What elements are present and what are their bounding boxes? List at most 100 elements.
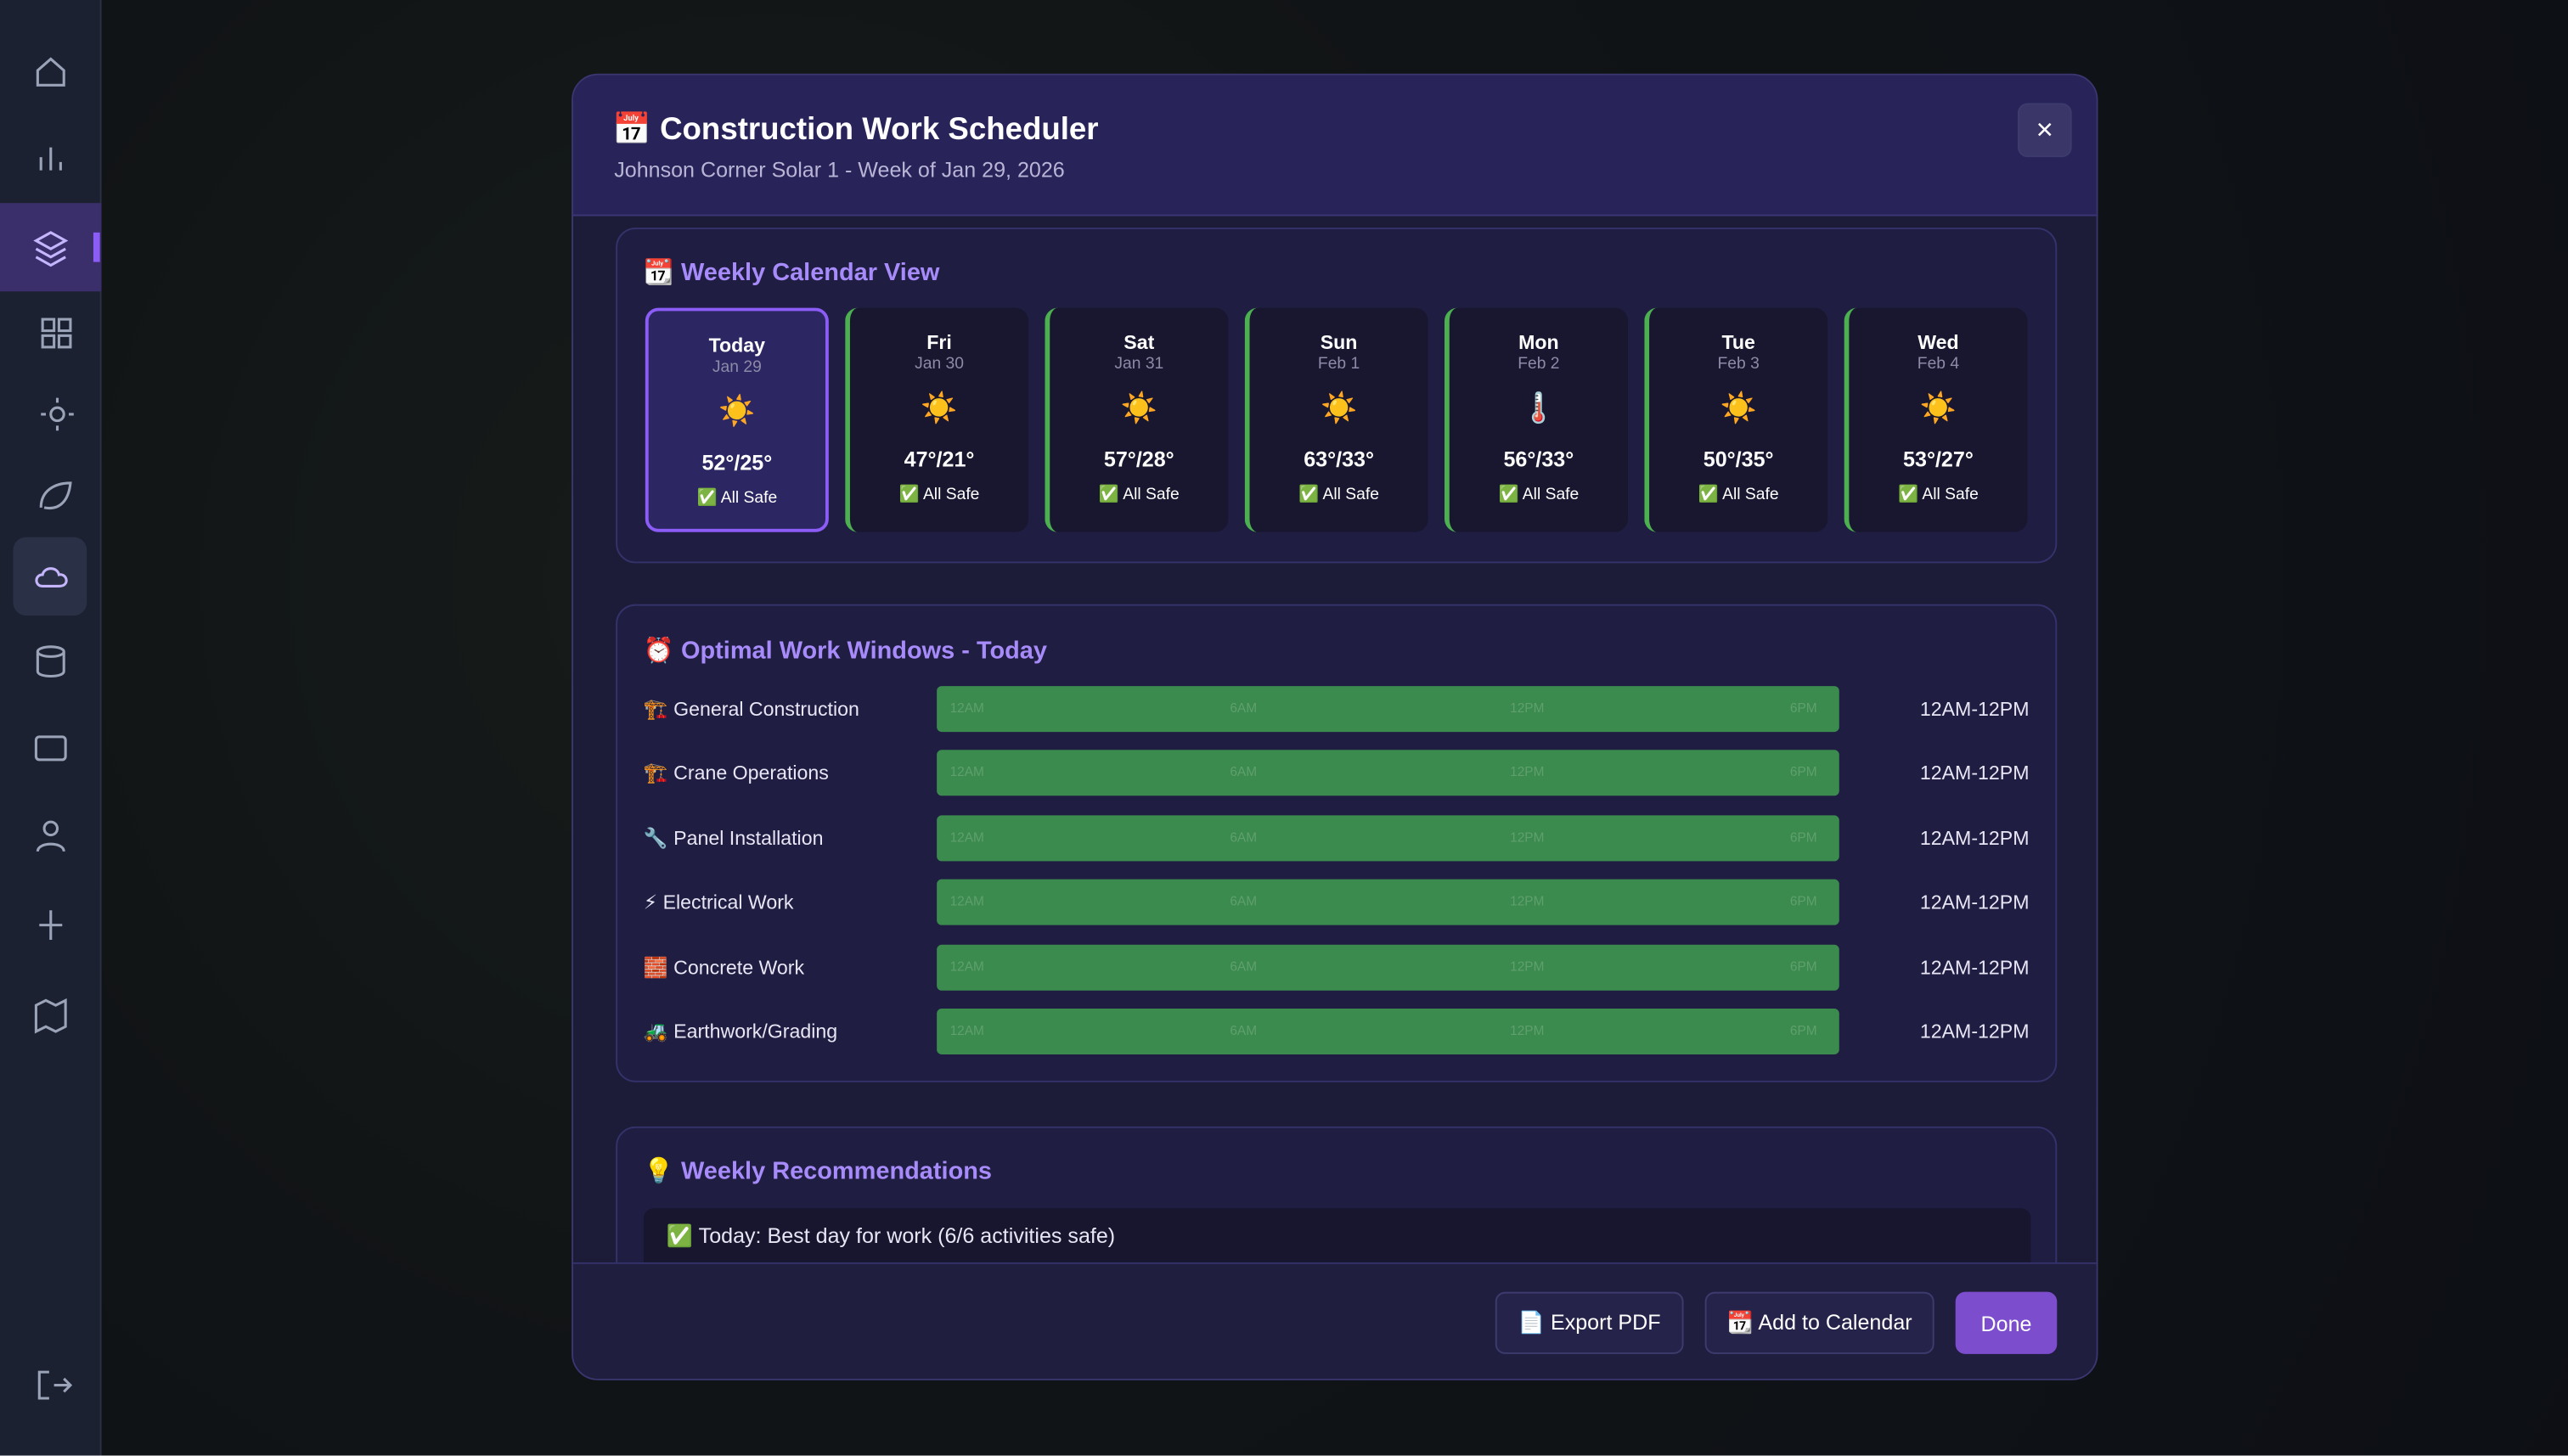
day-name: Wed [1918, 330, 1959, 354]
window-range: 12AM-12PM [1919, 826, 2030, 850]
day-card[interactable]: Fri Jan 30 ☀️ 47°/21° ✅ All Safe [845, 307, 1029, 532]
day-card[interactable]: Tue Feb 3 ☀️ 50°/35° ✅ All Safe [1644, 307, 1828, 532]
window-bar: 12AM 6AM 12PM 6PM [937, 815, 1839, 862]
day-date: Jan 30 [915, 355, 964, 374]
axis-label: 12PM [1510, 829, 1545, 845]
axis-label: 6PM [1789, 700, 1817, 716]
close-button[interactable]: × [2017, 103, 2072, 158]
activity-label: 🧱 Concrete Work [643, 955, 805, 979]
day-name: Tue [1721, 330, 1755, 354]
day-name: Fri [926, 330, 952, 354]
weather-icon: 🌡️ [1520, 391, 1557, 424]
status: ✅ All Safe [696, 489, 778, 508]
axis-label: 12AM [949, 765, 984, 780]
window-range: 12AM-12PM [1919, 955, 2030, 979]
axis-label: 12AM [949, 1023, 984, 1038]
temperature: 52°/25° [701, 450, 773, 475]
subtitle: Johnson Corner Solar 1 - Week of Jan 29,… [614, 157, 1065, 183]
axis-label: 12PM [1510, 765, 1545, 780]
axis-label: 12PM [1510, 894, 1545, 909]
sidebar [0, 0, 102, 1456]
day-name: Sat [1124, 330, 1155, 354]
axis-label: 12AM [949, 958, 984, 974]
windows-section: ⏰ Optimal Work Windows - Today 🏗️ Genera… [616, 604, 2058, 1082]
section-title: 💡 Weekly Recommendations [643, 1157, 993, 1186]
day-name: Sun [1320, 330, 1358, 354]
axis-label: 6PM [1789, 894, 1817, 909]
window-range: 12AM-12PM [1919, 891, 2030, 914]
activity-label: 🏗️ General Construction [643, 697, 859, 721]
day-card[interactable]: Sun Feb 1 ☀️ 63°/33° ✅ All Safe [1244, 307, 1428, 532]
status: ✅ All Safe [1298, 486, 1379, 504]
weather-icon: ☀️ [1320, 391, 1358, 424]
axis-label: 6AM [1230, 958, 1258, 974]
axis-label: 12PM [1510, 958, 1545, 974]
sidebar-icons [0, 57, 102, 1400]
status: ✅ All Safe [1698, 486, 1779, 504]
axis-label: 12AM [949, 894, 984, 909]
axis-label: 6PM [1789, 958, 1817, 974]
status: ✅ All Safe [1498, 486, 1580, 504]
window-bar: 12AM 6AM 12PM 6PM [937, 944, 1839, 991]
day-card[interactable]: Wed Feb 4 ☀️ 53°/27° ✅ All Safe [1844, 307, 2028, 532]
axis-label: 6AM [1230, 829, 1258, 845]
axis-label: 6AM [1230, 1023, 1258, 1038]
activity-label: ⚡ Electrical Work [643, 891, 794, 914]
temperature: 56°/33° [1503, 447, 1574, 472]
status: ✅ All Safe [1098, 486, 1180, 504]
day-date: Feb 3 [1717, 355, 1760, 374]
axis-label: 6AM [1230, 700, 1258, 716]
status: ✅ All Safe [898, 486, 980, 504]
axis-label: 12AM [949, 700, 984, 716]
day-date: Jan 29 [712, 358, 762, 377]
day-card[interactable]: Mon Feb 2 🌡️ 56°/33° ✅ All Safe [1444, 307, 1628, 532]
activity-label: 🏗️ Crane Operations [643, 762, 829, 785]
day-date: Jan 31 [1114, 355, 1164, 374]
weather-icon: ☀️ [1720, 391, 1757, 424]
day-date: Feb 4 [1917, 355, 1960, 374]
axis-label: 12PM [1510, 700, 1545, 716]
window-bar: 12AM 6AM 12PM 6PM [937, 880, 1839, 926]
temperature: 53°/27° [1903, 447, 1974, 472]
window-range: 12AM-12PM [1919, 1020, 2030, 1043]
axis-label: 6AM [1230, 894, 1258, 909]
day-card[interactable]: Sat Jan 31 ☀️ 57°/28° ✅ All Safe [1045, 307, 1229, 532]
weather-icon: ☀️ [921, 391, 958, 424]
modal-header: 📅 Construction Work Scheduler Johnson Co… [572, 75, 2097, 216]
temperature: 63°/33° [1304, 447, 1375, 472]
temperature: 50°/35° [1703, 447, 1774, 472]
window-bar: 12AM 6AM 12PM 6PM [937, 750, 1839, 797]
calendar-button[interactable]: 📆 Add to Calendar [1704, 1291, 1934, 1354]
day-card[interactable]: Today Jan 29 ☀️ 52°/25° ✅ All Safe [645, 307, 829, 532]
export-button[interactable]: 📄 Export PDF [1495, 1291, 1684, 1354]
done-button[interactable]: Done [1955, 1291, 2058, 1354]
window-range: 12AM-12PM [1919, 762, 2030, 785]
footer: 📄 Export PDF 📆 Add to Calendar Done [572, 1262, 2097, 1379]
window-bar: 12AM 6AM 12PM 6PM [937, 1008, 1839, 1054]
modal: 📅 Construction Work Scheduler Johnson Co… [572, 73, 2098, 1380]
activity-label: 🚜 Earthwork/Grading [643, 1020, 838, 1043]
day-name: Today [708, 334, 766, 357]
axis-label: 12PM [1510, 1023, 1545, 1038]
axis-label: 6AM [1230, 765, 1258, 780]
weather-icon: ☀️ [1120, 391, 1157, 424]
day-date: Feb 2 [1518, 355, 1560, 374]
day-name: Mon [1518, 330, 1559, 354]
section-title: 📆 Weekly Calendar View [643, 258, 940, 287]
weather-icon: ☀️ [718, 394, 756, 428]
title: 📅 Construction Work Scheduler [612, 113, 1099, 148]
activity-label: 🔧 Panel Installation [643, 826, 824, 850]
status: ✅ All Safe [1898, 486, 1979, 504]
calendar-section: 📆 Weekly Calendar View Today Jan 29 ☀️ 52°/… [616, 228, 2058, 564]
temperature: 57°/28° [1103, 447, 1174, 472]
axis-label: 6PM [1789, 829, 1817, 845]
day-date: Feb 1 [1317, 355, 1360, 374]
section-title: ⏰ Optimal Work Windows - Today [643, 637, 1047, 665]
temperature: 47°/21° [904, 447, 975, 472]
axis-label: 6PM [1789, 765, 1817, 780]
window-bar: 12AM 6AM 12PM 6PM [937, 686, 1839, 733]
axis-label: 6PM [1789, 1023, 1817, 1038]
window-range: 12AM-12PM [1919, 697, 2030, 721]
axis-label: 12AM [949, 829, 984, 845]
